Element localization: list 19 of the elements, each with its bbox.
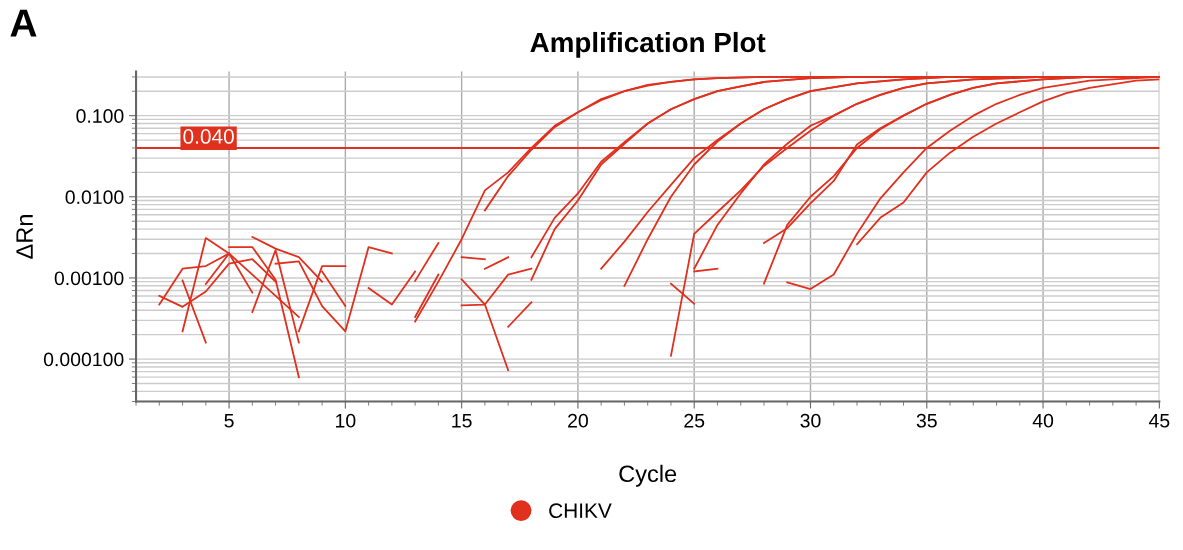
x-tick-label: 10 <box>336 413 356 428</box>
y-tick-label: 0.000100 <box>43 352 124 367</box>
x-tick-label: 35 <box>916 413 937 428</box>
x-tick-label: 25 <box>684 413 705 428</box>
x-tick-label: 30 <box>800 413 821 428</box>
x-tick-label: 40 <box>1032 413 1054 428</box>
x-tick-label: 15 <box>452 414 472 428</box>
ref-line-label: 0.040 <box>183 129 234 144</box>
legend-label: CHIKV <box>549 503 612 519</box>
x-tick-label: 45 <box>1148 414 1170 428</box>
chart-title: Amplification Plot <box>530 31 766 58</box>
y-axis-title: ΔRn <box>16 215 33 259</box>
x-tick-label: 5 <box>224 414 234 428</box>
x-axis-title: Cycle <box>619 464 677 487</box>
y-tick-label: 0.100 <box>76 109 124 123</box>
text: A <box>10 9 37 37</box>
x-tick-label: 20 <box>568 413 588 428</box>
y-tick-label: 0.00100 <box>54 271 124 286</box>
y-tick-label: 0.0100 <box>65 190 124 205</box>
